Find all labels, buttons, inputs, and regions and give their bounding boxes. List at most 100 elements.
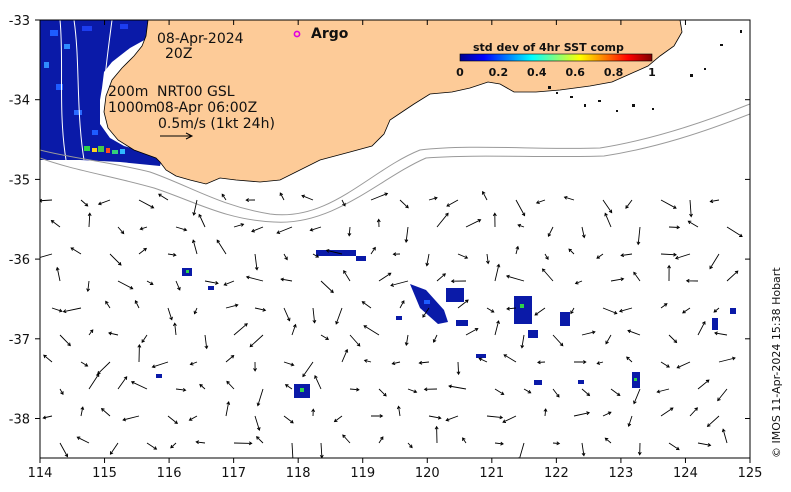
current-arrow <box>309 226 322 232</box>
current-arrow <box>76 436 90 444</box>
current-arrow <box>283 253 288 261</box>
current-arrow <box>284 384 293 390</box>
current-arrow <box>486 415 504 420</box>
current-arrow <box>574 280 583 285</box>
current-arrow <box>341 199 346 207</box>
current-arrow <box>534 307 546 316</box>
current-arrow <box>370 192 389 201</box>
current-arrow <box>396 405 401 417</box>
y-tick-label: -33 <box>9 14 30 29</box>
colorbar-title: std dev of 4hr SST comp <box>473 41 624 54</box>
current-arrow <box>198 213 206 228</box>
current-arrow <box>117 280 134 290</box>
current-arrow <box>226 380 235 390</box>
current-arrow <box>195 440 206 445</box>
current-arrow <box>535 199 546 204</box>
y-tick-label: -38 <box>9 413 30 428</box>
current-arrow <box>445 415 459 422</box>
current-arrow <box>602 199 613 214</box>
current-arrow <box>62 307 82 314</box>
isobath-1000m <box>40 113 750 223</box>
current-arrow <box>423 387 438 392</box>
current-arrow <box>225 354 235 363</box>
current-arrow <box>223 280 235 286</box>
current-arrow <box>660 407 674 417</box>
current-arrow <box>721 428 728 444</box>
current-arrow <box>602 307 618 315</box>
current-arrow <box>371 414 384 418</box>
current-arrow <box>660 199 677 209</box>
current-arrow <box>456 361 461 376</box>
current-arrow <box>333 415 343 423</box>
current-arrow <box>378 272 392 282</box>
current-arrow <box>59 334 71 347</box>
current-arrow <box>192 199 198 216</box>
current-arrow <box>563 195 575 201</box>
current-arrow <box>596 253 604 259</box>
current-arrow <box>59 442 69 458</box>
current-arrow <box>314 375 322 390</box>
x-tick-label: 114 <box>28 466 53 481</box>
current-arrow <box>581 330 596 336</box>
current-arrow <box>515 199 526 217</box>
current-arrow <box>87 212 92 228</box>
current-arrow <box>541 268 554 282</box>
current-arrow <box>40 198 53 203</box>
current-arrow <box>191 239 198 255</box>
current-arrow <box>718 356 736 363</box>
current-arrow <box>341 348 349 363</box>
colorbar-tick-label: 0.6 <box>565 66 585 79</box>
current-arrow <box>399 300 405 309</box>
current-arrow <box>175 280 181 291</box>
current-arrow <box>117 376 128 390</box>
argo-label: Argo <box>311 26 349 42</box>
plot-frame <box>39 19 751 459</box>
current-arrow <box>151 361 169 369</box>
y-tick-label: -36 <box>9 253 30 268</box>
current-arrow <box>254 307 267 312</box>
current-arrow <box>434 425 439 444</box>
current-arrow <box>689 199 693 218</box>
current-arrow <box>158 193 169 201</box>
x-tick-label: 118 <box>286 466 311 481</box>
current-arrow <box>448 384 467 390</box>
current-arrow <box>602 411 612 417</box>
current-arrow <box>138 199 155 209</box>
current-arrow <box>225 401 231 417</box>
current-arrow <box>422 307 430 318</box>
scale-arrow <box>160 132 194 140</box>
current-arrow <box>86 280 91 293</box>
current-arrow <box>552 334 564 347</box>
current-arrow <box>392 252 401 257</box>
current-arrow <box>256 388 264 407</box>
current-arrow <box>320 334 330 340</box>
current-arrow <box>363 359 372 363</box>
current-arrow <box>581 388 591 397</box>
x-axis: 114 115 116 117 118 119 120 121 122 123 124 125 <box>28 20 763 481</box>
current-arrow <box>485 253 490 265</box>
current-arrow <box>689 407 698 417</box>
current-arrow <box>633 271 641 282</box>
current-arrow <box>249 334 264 348</box>
current-arrow <box>407 442 413 449</box>
current-arrow <box>97 199 111 206</box>
current-arrow <box>283 361 295 367</box>
current-arrow <box>175 387 187 392</box>
current-arrow <box>199 383 206 390</box>
current-arrow <box>291 323 297 336</box>
current-arrow <box>167 415 178 425</box>
current-arrow <box>80 361 89 367</box>
current-arrow <box>446 199 459 207</box>
current-arrow <box>637 442 642 456</box>
current-arrow <box>517 442 525 458</box>
current-arrow <box>170 442 177 449</box>
current-arrow <box>283 307 291 322</box>
current-arrow <box>697 379 710 390</box>
current-arrow <box>188 415 198 421</box>
current-arrow <box>425 253 430 267</box>
x-tick-label: 125 <box>738 466 763 481</box>
depth-1000-label: 1000m <box>108 100 157 116</box>
current-arrow <box>436 273 446 282</box>
current-arrow <box>59 388 64 395</box>
current-arrow <box>465 327 479 336</box>
